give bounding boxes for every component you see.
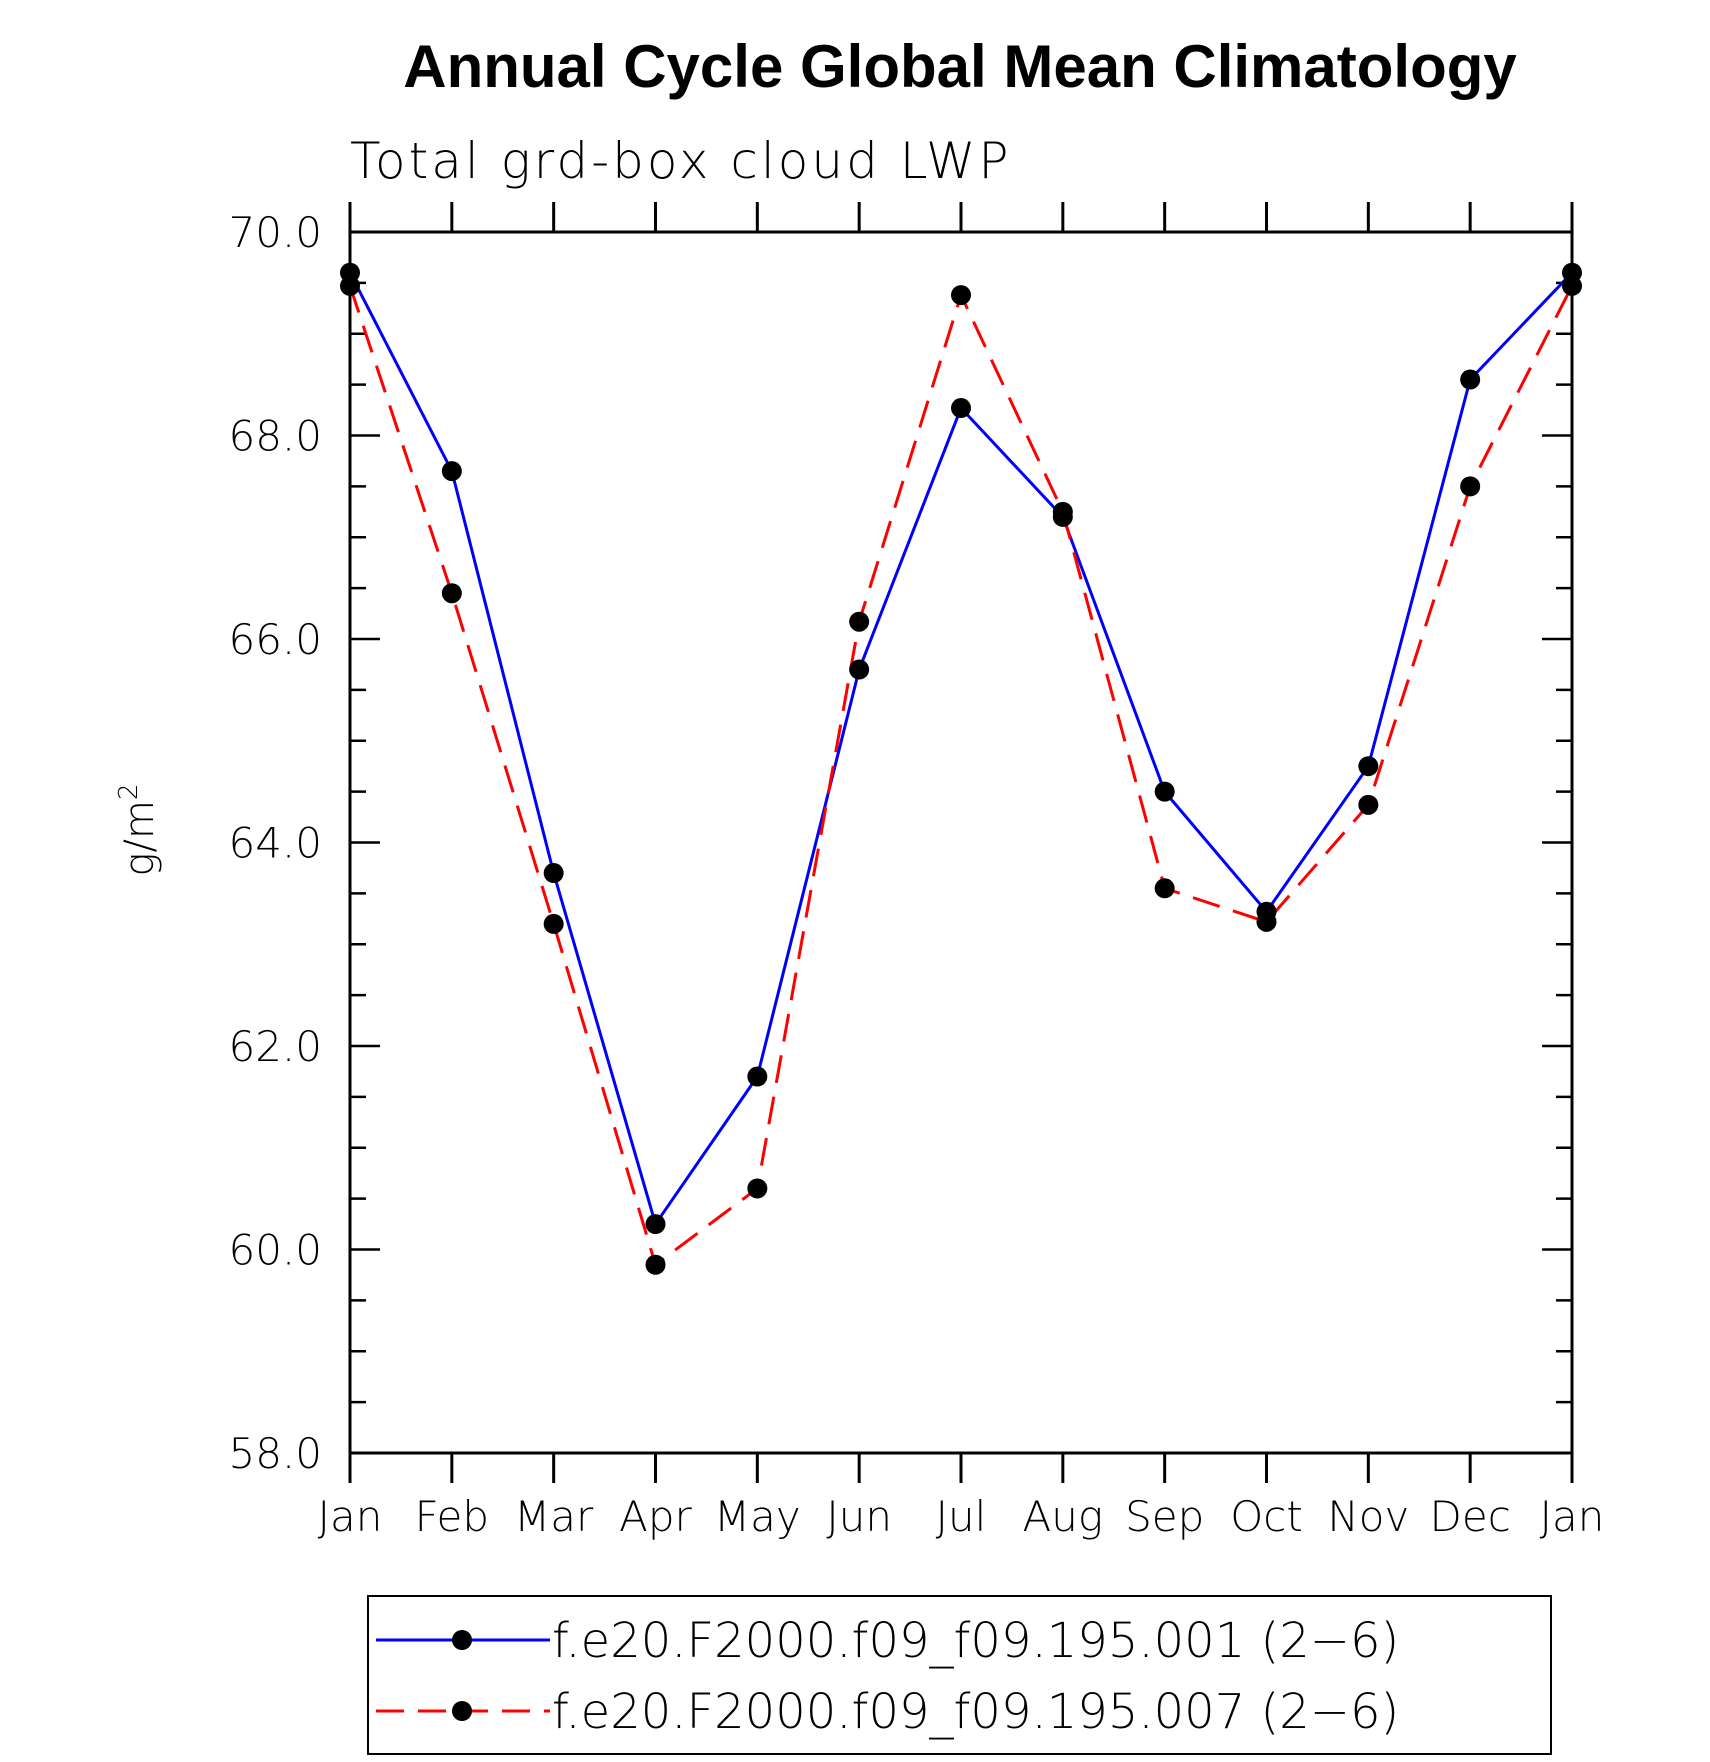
data-point-series-2 [1358,794,1379,815]
x-tick-label: May [714,1492,801,1541]
data-point-series-1 [849,659,870,680]
data-point-series-2 [849,611,870,632]
x-tick-label: Aug [1023,1492,1104,1541]
data-point-series-2 [1562,275,1582,296]
data-point-series-1 [1358,756,1379,777]
data-point-series-2 [1460,476,1481,497]
legend-box [367,1595,1552,1755]
y-tick-label: 70.0 [228,208,322,257]
legend-label-series-2: f.e20.F2000.f09_f09.195.007 (2−6) [552,1684,1399,1740]
y-tick-label: 66.0 [228,615,322,664]
data-point-series-2 [951,285,971,306]
data-point-series-2 [340,275,360,296]
x-tick-label: Apr [619,1492,692,1541]
legend: f.e20.F2000.f09_f09.195.001 (2−6) f.e20.… [367,1595,1552,1755]
y-axis-label-superscript: 2 [114,784,144,801]
chart-subtitle: Total grd-box cloud LWP [350,132,1012,190]
x-tick-label: Oct [1230,1492,1303,1541]
data-point-series-2 [645,1254,666,1275]
x-tick-label: Jun [826,1492,892,1541]
data-point-series-2 [1052,501,1073,522]
data-point-series-2 [543,913,564,934]
data-point-series-2 [1256,911,1277,932]
x-tick-label: Jan [318,1492,383,1541]
x-tick-label: Dec [1430,1492,1511,1541]
data-point-series-2 [747,1178,768,1199]
y-tick-label: 60.0 [228,1226,322,1275]
series-line-2 [348,285,1574,1267]
legend-marker-series-2 [452,1701,472,1721]
y-axis-label: g/m2 [114,784,163,877]
y-tick-label: 58.0 [228,1429,322,1478]
x-tick-label: Feb [415,1492,489,1541]
data-point-series-1 [747,1066,768,1087]
x-tick-label: Nov [1327,1492,1409,1541]
data-point-series-1 [543,863,564,884]
x-tick-label: Mar [514,1492,594,1541]
data-point-series-1 [1460,369,1481,390]
legend-marker-series-1 [452,1630,472,1650]
y-axis-label-text: g/m [117,800,163,876]
data-point-series-1 [951,398,971,419]
data-point-series-2 [441,583,462,604]
data-point-series-1 [1154,781,1175,802]
y-tick-label: 64.0 [228,819,322,868]
x-tick-label: Sep [1125,1492,1204,1541]
x-tick-label: Jul [936,1492,987,1541]
plot-axes: Jan Feb Mar Apr May Jun Jul Aug Sep Oct Nov Dec Jan 5… [228,202,1604,1541]
legend-label-series-1: f.e20.F2000.f09_f09.195.001 (2−6) [552,1613,1399,1669]
x-tick-label: Jan [1540,1492,1605,1541]
series-layer [340,262,1582,1275]
data-point-series-1 [441,461,462,482]
y-tick-label: 62.0 [228,1022,322,1071]
chart-title: Annual Cycle Global Mean Climatology [403,33,1517,100]
data-point-series-2 [1154,878,1175,899]
data-point-series-1 [645,1214,666,1235]
y-tick-label: 68.0 [228,412,322,461]
